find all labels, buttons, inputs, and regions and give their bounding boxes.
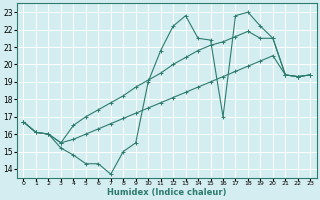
- X-axis label: Humidex (Indice chaleur): Humidex (Indice chaleur): [107, 188, 227, 197]
